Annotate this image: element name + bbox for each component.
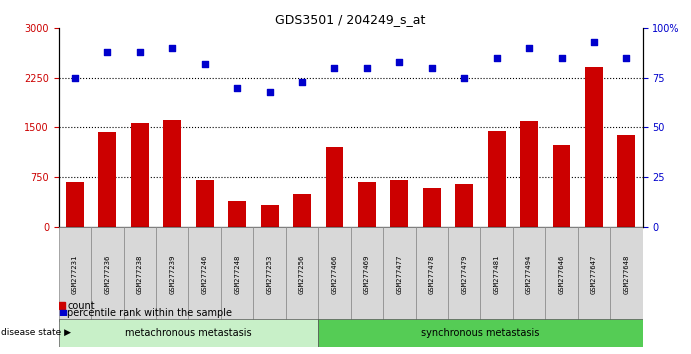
Point (329, 65, 340, 71)
Text: percentile rank within the sample: percentile rank within the sample (67, 308, 232, 318)
Text: GSM277647: GSM277647 (591, 255, 597, 294)
Point (426, 65, 437, 71)
Text: GSM277248: GSM277248 (234, 255, 240, 294)
Text: GSM277253: GSM277253 (267, 255, 272, 294)
Text: count: count (67, 301, 95, 311)
Bar (156, 227, 189, 322)
Text: GSM277648: GSM277648 (623, 255, 630, 294)
Bar (383, 227, 415, 322)
Point (589, 39, 600, 45)
Text: GSM277256: GSM277256 (299, 255, 305, 294)
Bar (189, 227, 221, 322)
Bar (196, 180, 214, 227)
Bar (66, 182, 84, 227)
Bar (59, 227, 91, 322)
Bar (520, 121, 538, 227)
Text: GSM277238: GSM277238 (137, 255, 143, 294)
Text: disease state ▶: disease state ▶ (1, 328, 70, 337)
Bar (423, 188, 441, 227)
Text: metachronous metastasis: metachronous metastasis (125, 328, 252, 338)
Point (524, 45, 535, 51)
Bar (325, 147, 343, 227)
Bar (358, 182, 376, 227)
Bar (99, 132, 116, 227)
Bar (286, 227, 319, 322)
Bar (131, 124, 149, 227)
Text: GSM277646: GSM277646 (558, 255, 565, 294)
Bar (448, 227, 480, 322)
Text: GSM277494: GSM277494 (526, 255, 532, 294)
Bar (618, 135, 635, 227)
Text: GSM277478: GSM277478 (429, 255, 435, 294)
Bar (545, 227, 578, 322)
Text: GSM277236: GSM277236 (104, 255, 111, 294)
Point (361, 65, 372, 71)
Bar (261, 205, 278, 227)
Text: GSM277466: GSM277466 (332, 255, 337, 294)
Bar (585, 67, 603, 227)
Point (296, 79, 307, 85)
Bar (221, 227, 254, 322)
Bar (319, 227, 350, 322)
Point (459, 75, 470, 81)
Bar (163, 120, 181, 227)
Point (57, 310, 68, 316)
Point (167, 45, 178, 51)
Point (394, 59, 405, 65)
Bar (228, 201, 246, 227)
Text: GSM277481: GSM277481 (493, 255, 500, 294)
Title: GDS3501 / 204249_s_at: GDS3501 / 204249_s_at (276, 13, 426, 26)
Bar (480, 227, 513, 322)
Bar (610, 227, 643, 322)
Text: GSM277231: GSM277231 (72, 255, 78, 294)
Bar (578, 227, 610, 322)
Bar (513, 227, 545, 322)
Text: GSM277479: GSM277479 (461, 255, 467, 294)
Text: synchronous metastasis: synchronous metastasis (422, 328, 540, 338)
Point (102, 49, 113, 55)
Text: GSM277469: GSM277469 (364, 255, 370, 294)
Point (621, 55, 632, 61)
Text: GSM277477: GSM277477 (397, 255, 402, 294)
Bar (59, 302, 65, 309)
Bar (59, 319, 319, 347)
Bar (488, 131, 506, 227)
Bar (390, 180, 408, 227)
Text: GSM277239: GSM277239 (169, 255, 176, 294)
Point (491, 55, 502, 61)
Bar (350, 227, 383, 322)
Bar (415, 227, 448, 322)
Point (199, 61, 210, 67)
Bar (455, 184, 473, 227)
Point (69, 75, 80, 81)
Point (264, 89, 275, 95)
Bar (254, 227, 286, 322)
Text: GSM277246: GSM277246 (202, 255, 208, 294)
Bar (91, 227, 124, 322)
Point (134, 49, 145, 55)
Bar (293, 194, 311, 227)
Bar (124, 227, 156, 322)
Bar (553, 145, 571, 227)
Point (556, 55, 567, 61)
Bar (319, 319, 643, 347)
Point (231, 85, 243, 91)
